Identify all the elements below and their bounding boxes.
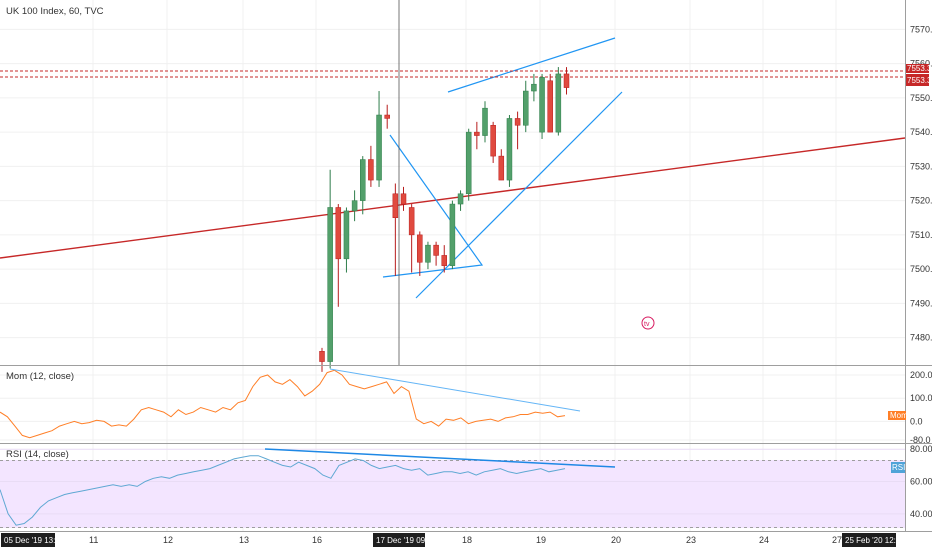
candle (449, 200, 456, 270)
time-tick-label: 11 (89, 535, 98, 545)
rsi-tick-label: 80.00 (910, 444, 932, 454)
momentum-axis[interactable]: 200.0 100.0 0.0 -80.0 (910, 370, 932, 445)
last-price-tag: 7553.3 7553.3 (905, 64, 932, 86)
candle (368, 145, 374, 187)
drawn-trendlines (0, 0, 906, 365)
price-tick-label: 7520.0 (910, 196, 932, 206)
time-tick-label: 13 (239, 535, 249, 545)
rsi-grid (0, 448, 905, 515)
candle (523, 80, 529, 133)
time-tick-label: 27 (832, 535, 842, 545)
time-tick-label: 16 (312, 535, 322, 545)
candle (417, 231, 423, 276)
time-tick-label: 12 (163, 535, 173, 545)
candle (392, 183, 399, 276)
candle (555, 67, 562, 136)
time-tick-label: 19 (536, 535, 546, 545)
time-tick-label: 24 (759, 535, 769, 545)
candle (327, 169, 333, 369)
time-tick-label: 05 Dec '19 13:00 (4, 536, 65, 545)
candle (514, 111, 521, 150)
candle (474, 121, 480, 150)
time-tick-label: 18 (462, 535, 472, 545)
momentum-tick-label: 100.0 (910, 393, 932, 403)
candle (384, 104, 390, 129)
candle (547, 73, 553, 133)
rsi-line (0, 455, 566, 526)
candle (351, 190, 358, 222)
momentum-tick-label: 0.0 (910, 416, 923, 426)
momentum-tag: Mom (888, 411, 908, 420)
momentum-title: Mom (12, close) (6, 371, 74, 382)
candle (343, 207, 350, 273)
rsi-divergence-line (264, 448, 616, 468)
candle (498, 149, 505, 181)
price-tick-label: 7490.0 (910, 298, 932, 308)
momentum-tick-label: 200.0 (910, 370, 932, 380)
candlestick-series (319, 67, 570, 372)
time-axis[interactable]: 05 Dec '19 13:00 11 12 13 16 17 Dec '19 09:00… (1, 533, 905, 547)
candle (482, 101, 488, 143)
price-tick-label: 7500.0 (910, 264, 932, 274)
candle (539, 73, 545, 139)
rsi-tick-label: 60.00 (910, 477, 932, 487)
candle (563, 67, 570, 95)
momentum-grid (0, 374, 905, 441)
candle (433, 241, 439, 266)
candle (506, 115, 513, 187)
time-marker-box (842, 533, 896, 547)
rsi-axis[interactable]: 80.00 60.00 40.00 (910, 444, 932, 519)
price-axis[interactable]: 7570.0 7560.0 7550.0 7540.0 7530.0 7520.0 7510… (910, 24, 932, 342)
price-tick-label: 7510.0 (910, 230, 932, 240)
time-tick-label: 20 (611, 535, 621, 545)
svg-text:tv: tv (644, 321, 650, 328)
price-tick-label: 7550.0 (910, 93, 932, 103)
candle (490, 121, 496, 163)
candle (400, 186, 407, 211)
price-tick-label: 7570.0 (910, 24, 932, 34)
main-chart-title: UK 100 Index, 60, TVC (6, 6, 104, 17)
time-tick-label: 23 (686, 535, 696, 545)
rsi-band-background (0, 460, 905, 528)
red-support-line (0, 137, 906, 259)
time-marker-box (1, 533, 55, 547)
svg-text:RSI: RSI (892, 463, 905, 472)
blue-upper-channel-line (447, 37, 616, 93)
blue-triangle-pattern (382, 134, 484, 278)
svg-text:7553.3: 7553.3 (907, 64, 932, 73)
price-tick-label: 7530.0 (910, 161, 932, 171)
tv-watermark-icon: tv (641, 316, 655, 330)
momentum-divergence-line (329, 368, 581, 412)
candle (376, 91, 382, 187)
candle (457, 190, 464, 211)
candle (319, 347, 325, 372)
time-tick-label: 25 Feb '20 12:00 (845, 536, 905, 545)
momentum-tick-label: -80.0 (910, 435, 931, 445)
candle (425, 241, 431, 270)
rsi-title: RSI (14, close) (6, 449, 69, 460)
price-tick-label: 7560.0 (910, 59, 932, 69)
candle (465, 128, 472, 201)
candle (360, 156, 366, 215)
svg-text:Mom: Mom (890, 411, 908, 420)
time-marker-box (373, 533, 425, 547)
candle (408, 204, 415, 273)
rsi-tag: RSI (891, 462, 905, 473)
rsi-tick-label: 40.00 (910, 509, 932, 519)
time-tick-label: 17 Dec '19 09:00 (376, 536, 437, 545)
momentum-line (0, 369, 566, 439)
candle (531, 73, 537, 102)
svg-text:7553.3: 7553.3 (907, 76, 932, 85)
price-tick-label: 7540.0 (910, 127, 932, 137)
price-tick-label: 7480.0 (910, 333, 932, 343)
candle (441, 245, 447, 273)
candle (335, 204, 342, 307)
